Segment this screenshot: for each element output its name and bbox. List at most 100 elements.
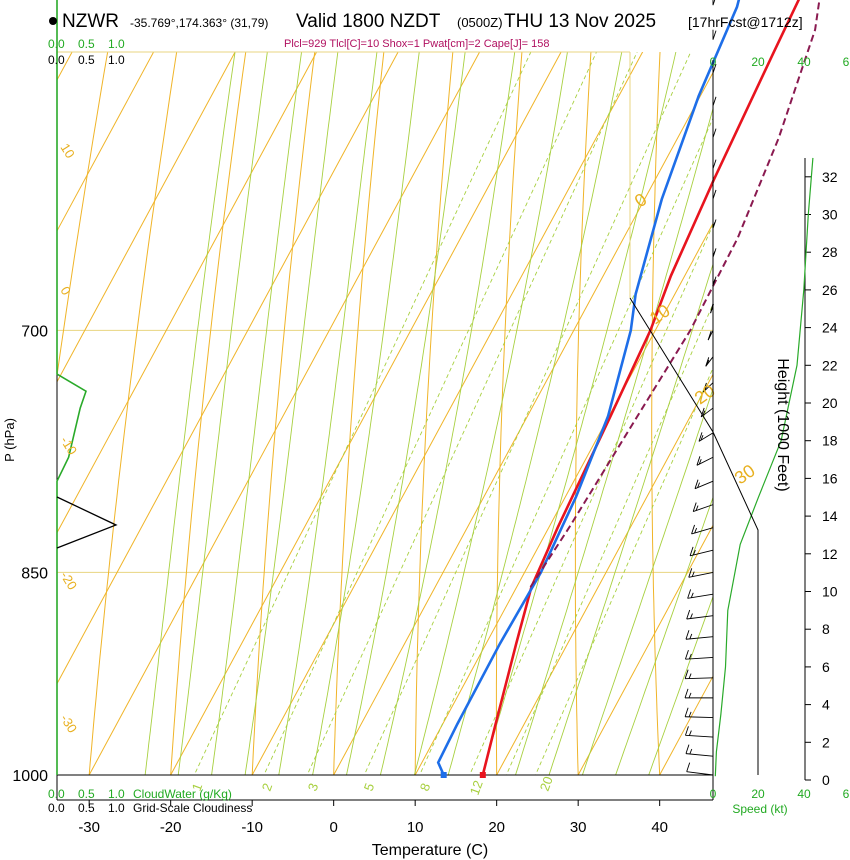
wind-barb-flag — [698, 432, 703, 442]
moist-adiabat-16 — [447, 52, 623, 775]
isotherm-label-0: 0 — [57, 284, 74, 298]
cloud-scale-top2-1: 0.5 — [78, 53, 95, 67]
dry-adiabat-label-0: 0 — [631, 189, 651, 211]
cloud-scale-top-2: 1.0 — [108, 37, 125, 51]
wind-barb-flag — [700, 407, 705, 418]
wind-barb-flag — [684, 726, 689, 736]
x-tick-label-20: 20 — [488, 819, 505, 836]
speed-bottom-6: 6 — [843, 787, 850, 801]
dry-adiabat-20 — [495, 52, 523, 775]
cloud-water-profile — [56, 0, 87, 775]
wind-barb — [707, 330, 714, 341]
valid-date: THU 13 Nov 2025 — [504, 11, 656, 32]
wind-barb-half-flag — [695, 505, 699, 511]
moist-adiabat-0 — [312, 52, 420, 775]
station-id: NZWR — [62, 11, 119, 32]
x-axis-title: Temperature (C) — [372, 842, 488, 859]
cloud-scale-bottom-0: 0.0 — [48, 787, 65, 801]
moist-adiabat-12 — [413, 52, 568, 775]
dry-adiabat-0 — [333, 52, 385, 775]
mixing-ratio-5 — [363, 52, 692, 775]
cloud-scale-bottom-2: 1.0 — [108, 787, 125, 801]
speed-bottom-0: 0 — [710, 787, 717, 801]
wind-barb-flag — [696, 456, 701, 466]
wind-barb-flag — [712, 0, 716, 6]
x-tick-label--10: -10 — [241, 819, 263, 836]
isotherm-label-10: 10 — [57, 141, 77, 161]
sounding-series — [56, 0, 821, 778]
temperature-surface-marker — [479, 772, 486, 778]
height-label-4: 4 — [822, 697, 830, 713]
wind-barb-flag — [702, 382, 707, 393]
wind-barb-shaft — [687, 593, 714, 599]
pressure-label-1000: 1000 — [12, 768, 48, 785]
moist-adiabat-4 — [346, 52, 466, 775]
wind-barb-half-flag — [691, 571, 695, 577]
wind-barb — [702, 382, 714, 393]
dry-adiabat-10 — [414, 52, 454, 775]
height-label-10: 10 — [822, 584, 838, 600]
cloud-scale-top2-0: 0.0 — [48, 53, 65, 67]
wind-barb-flag — [684, 669, 689, 679]
wind-barb-flag — [689, 546, 694, 556]
dry-adiabat--20 — [170, 52, 247, 775]
height-label-22: 22 — [822, 357, 838, 373]
wind-barb-flag — [686, 762, 691, 772]
x-tick-label--30: -30 — [78, 819, 100, 836]
isotherm--80 — [57, 52, 73, 81]
cloudiness-scale-0: 0.0 — [48, 801, 65, 815]
station-dot — [49, 17, 57, 25]
wind-barb-flag — [685, 744, 690, 754]
x-tick-label-0: 0 — [329, 819, 337, 836]
wind-barb-flag — [684, 707, 689, 717]
mixing-ratio-label-8: 8 — [417, 781, 434, 793]
series-parcel-line — [529, 0, 821, 588]
mixing-ratio-3 — [306, 52, 638, 775]
wind-barb — [712, 0, 716, 6]
wind-barb-shaft — [685, 656, 714, 660]
grid-lines — [56, 51, 713, 800]
wind-barb — [696, 456, 714, 466]
wind-barb — [694, 479, 714, 490]
isotherm--40 — [57, 52, 399, 685]
wind-barb-flag — [692, 502, 697, 512]
isotherm--50 — [57, 52, 318, 534]
cloudiness-label: Grid-Scale Cloudiness — [133, 801, 252, 815]
mixing-ratio-8 — [419, 117, 713, 775]
dry-adiabat--30 — [88, 52, 178, 775]
cloudiness-scale-1: 0.5 — [78, 801, 95, 815]
wind-barb — [705, 356, 714, 367]
speed-top-20: 20 — [751, 55, 765, 69]
moist-adiabat-24 — [515, 106, 713, 775]
series-temperature-line — [481, 0, 801, 776]
height-label-30: 30 — [822, 207, 838, 223]
isotherm-20 — [496, 373, 713, 775]
isotherm--70 — [57, 52, 155, 232]
height-label-14: 14 — [822, 508, 838, 524]
mixing-ratio-label-12: 12 — [467, 778, 486, 797]
wind-barb — [689, 546, 714, 557]
isotherm-30 — [577, 524, 713, 775]
wind-barb — [685, 630, 714, 640]
mixing-ratio-12 — [469, 223, 713, 775]
wind-barb-shaft — [685, 636, 714, 640]
mixing-ratio-label-1: 1 — [189, 781, 206, 793]
wind-barb-half-flag — [688, 730, 692, 736]
speed-top-6: 6 — [843, 55, 850, 69]
cloud-base-marker — [56, 496, 118, 549]
wind-speed-profile — [714, 157, 814, 777]
wind-barb-flag — [688, 568, 693, 578]
wind-barb-half-flag — [688, 653, 692, 660]
mixing-ratio-label-3: 3 — [305, 781, 322, 793]
dry-adiabat-label-30: 30 — [731, 460, 759, 488]
x-tick-label--20: -20 — [160, 819, 182, 836]
height-label-28: 28 — [822, 244, 838, 260]
height-label-26: 26 — [822, 282, 838, 298]
wind-barb — [686, 609, 714, 620]
speed-bottom-20: 20 — [751, 787, 765, 801]
wind-barb-flag — [705, 357, 710, 367]
x-tick-label-30: 30 — [570, 819, 587, 836]
wind-barb — [692, 502, 714, 512]
lapse-envelope — [629, 297, 759, 775]
dewpoint-surface-marker — [440, 772, 447, 778]
